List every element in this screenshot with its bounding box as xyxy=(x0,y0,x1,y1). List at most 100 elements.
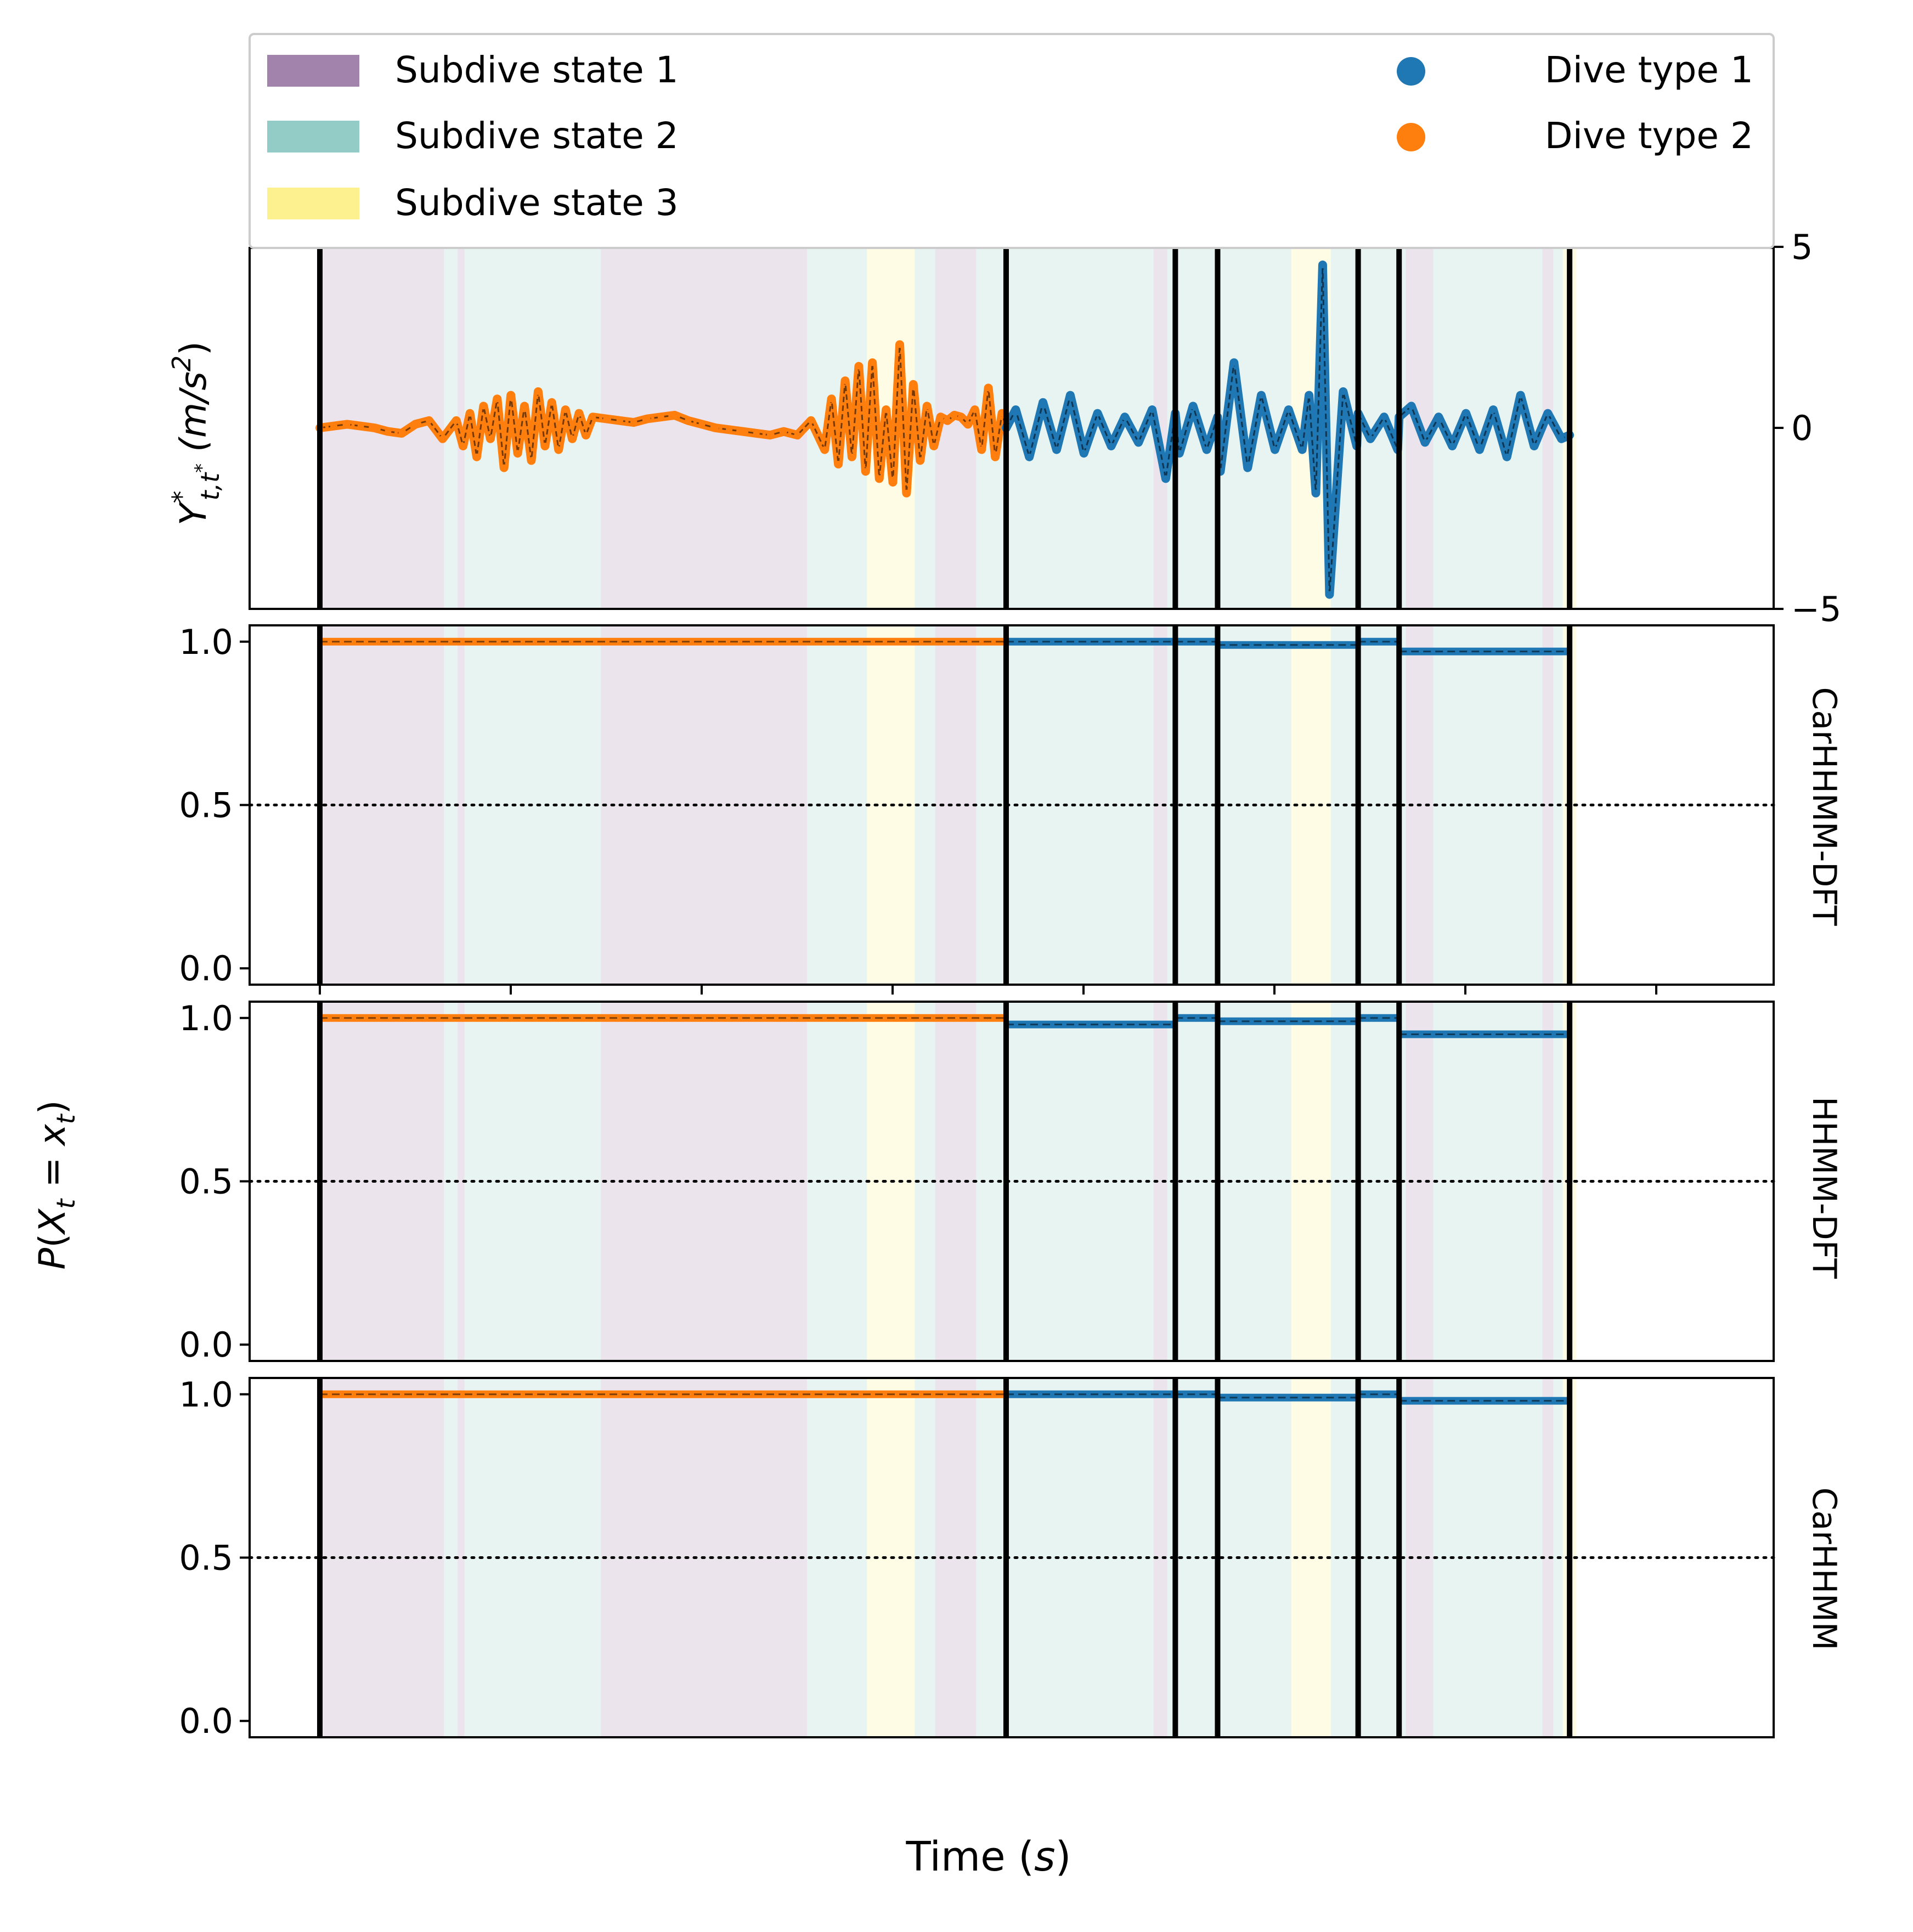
model-label-hhmm-dft: HHMM-DFT xyxy=(1805,1097,1843,1279)
acceleration-point xyxy=(1272,447,1278,453)
acceleration-point xyxy=(1204,447,1210,453)
acceleration-point xyxy=(1558,436,1565,442)
y-tick-label: 0.0 xyxy=(179,1325,233,1365)
acceleration-point xyxy=(549,399,555,406)
acceleration-panel: 5 0 −5 xyxy=(250,227,1841,629)
acceleration-point xyxy=(1163,475,1169,482)
y-tick-label: −5 xyxy=(1791,589,1841,629)
acceleration-point xyxy=(1463,410,1469,417)
acceleration-point xyxy=(924,403,930,409)
acceleration-point xyxy=(992,454,998,460)
acceleration-point xyxy=(712,425,719,431)
acceleration-point xyxy=(1381,414,1387,420)
acceleration-point xyxy=(1012,406,1019,413)
acceleration-point xyxy=(890,479,896,485)
acceleration-point xyxy=(958,414,964,420)
acceleration-point xyxy=(426,417,432,424)
acceleration-point xyxy=(1490,406,1497,413)
acceleration-point xyxy=(1476,447,1483,453)
acceleration-point xyxy=(460,443,466,449)
prob-ylabel-x2: x xyxy=(31,1123,74,1146)
legend: Subdive state 1 Subdive state 2 Subdive … xyxy=(250,34,1774,248)
acceleration-point xyxy=(617,417,623,424)
top-ylabel-sub: t,t xyxy=(195,472,225,501)
acceleration-point xyxy=(855,363,862,370)
acceleration-point xyxy=(1326,591,1333,598)
acceleration-point xyxy=(869,359,876,366)
acceleration-point xyxy=(555,447,562,453)
prob-ylabel-p: P xyxy=(31,1247,74,1269)
acceleration-point xyxy=(1449,443,1455,449)
acceleration-point xyxy=(835,461,842,467)
y-tick-label: 0 xyxy=(1791,408,1813,448)
acceleration-point xyxy=(541,443,548,449)
acceleration-point xyxy=(862,468,869,474)
xlabel-text: Time ( xyxy=(906,1833,1035,1880)
acceleration-point xyxy=(494,396,500,402)
legend-marker-dive-type-1 xyxy=(1397,57,1425,86)
y-tick-label: 5 xyxy=(1791,227,1813,267)
acceleration-point xyxy=(398,430,405,437)
acceleration-point xyxy=(951,412,958,419)
acceleration-point xyxy=(726,426,732,433)
acceleration-point xyxy=(883,406,889,413)
legend-label-subdive-1: Subdive state 1 xyxy=(395,49,679,91)
acceleration-point xyxy=(1299,447,1306,453)
model-label-carhhmm: CarHHMM xyxy=(1805,1487,1843,1650)
acceleration-point xyxy=(828,396,835,402)
acceleration-point xyxy=(535,388,541,395)
acceleration-point xyxy=(371,425,378,431)
prob-y-axis-label: P(Xt = xt) xyxy=(31,1100,81,1270)
acceleration-point xyxy=(658,414,664,420)
y-tick-label: 0.5 xyxy=(179,786,233,826)
acceleration-point xyxy=(576,410,583,417)
legend-label-dive-type-2: Dive type 2 xyxy=(1545,115,1753,157)
acceleration-point xyxy=(439,436,446,442)
prob-ylabel-open: ( xyxy=(31,1234,74,1248)
acceleration-point xyxy=(521,403,528,409)
y-tick-label: 1.0 xyxy=(179,998,233,1038)
acceleration-point xyxy=(1081,450,1087,456)
acceleration-point xyxy=(528,457,535,464)
acceleration-point xyxy=(972,406,978,413)
acceleration-point xyxy=(753,430,760,437)
acceleration-point xyxy=(644,416,651,422)
acceleration-point xyxy=(740,428,746,435)
acceleration-point xyxy=(1504,454,1510,460)
acceleration-point xyxy=(507,392,514,399)
y-tick-label: 0.0 xyxy=(179,948,233,988)
acceleration-point xyxy=(1108,443,1115,449)
acceleration-point xyxy=(630,419,637,426)
top-ylabel-unit: (m/s xyxy=(172,371,215,464)
acceleration-point xyxy=(808,417,814,424)
acceleration-point xyxy=(487,436,494,442)
acceleration-point xyxy=(501,465,507,471)
top-ylabel-sup: * xyxy=(167,491,196,504)
acceleration-point xyxy=(412,421,419,427)
acceleration-point xyxy=(938,414,944,420)
prob-ylabel-x: X xyxy=(31,1208,74,1235)
acceleration-point xyxy=(467,410,473,417)
acceleration-point xyxy=(821,447,828,453)
top-ylabel-subsup: * xyxy=(191,464,213,473)
acceleration-point xyxy=(1258,392,1265,399)
prob-ylabel-close: ) xyxy=(31,1100,74,1115)
acceleration-point xyxy=(1435,414,1442,420)
acceleration-point xyxy=(903,490,910,496)
acceleration-point xyxy=(589,414,596,420)
acceleration-point xyxy=(1531,443,1537,449)
acceleration-point xyxy=(1517,392,1524,399)
acceleration-point xyxy=(1285,406,1292,413)
acceleration-point xyxy=(1121,414,1128,420)
acceleration-point xyxy=(978,447,985,453)
xlabel-close: ) xyxy=(1056,1833,1071,1880)
acceleration-point xyxy=(842,377,849,384)
acceleration-point xyxy=(964,421,971,427)
y-tick-label: 0.5 xyxy=(179,1162,233,1202)
top-ylabel-main: Y xyxy=(172,501,215,526)
prob-panel-hhmm-dft: 0.0 0.5 1.0 xyxy=(179,998,1774,1365)
acceleration-point xyxy=(794,432,800,438)
acceleration-point xyxy=(917,457,923,464)
prob-panel-carhhmm-dft: 0.0 0.5 1.0 xyxy=(179,622,1774,995)
